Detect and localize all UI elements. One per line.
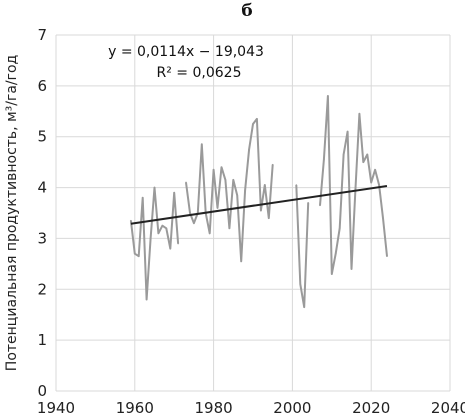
trend-line xyxy=(130,185,388,225)
y-axis-label: Потенциальная продуктивность, м³/га/год xyxy=(4,55,20,371)
chart-title: б xyxy=(241,1,252,21)
trendline-r-squared: R² = 0,0625 xyxy=(157,65,242,81)
series-line-segment xyxy=(185,117,274,263)
x-tick-label: 2020 xyxy=(352,399,390,417)
grid xyxy=(55,34,451,392)
x-tick-labels: 1940 1960 1980 2000 2020 2040 xyxy=(37,399,465,417)
y-tick-label: 3 xyxy=(37,229,47,247)
y-tick-label: 6 xyxy=(37,77,47,95)
x-tick-label: 1980 xyxy=(195,399,233,417)
x-tick-label: 2000 xyxy=(273,399,311,417)
y-tick-label: 0 xyxy=(37,382,47,400)
y-tick-label: 2 xyxy=(37,280,47,298)
y-tick-labels: 0 1 2 3 4 5 6 7 xyxy=(37,26,47,400)
x-tick-label: 2040 xyxy=(431,399,465,417)
x-tick-label: 1960 xyxy=(116,399,154,417)
trendline-equation: y = 0,0114x − 19,043 xyxy=(108,44,264,60)
y-tick-label: 5 xyxy=(37,128,47,146)
series-line-segment xyxy=(295,184,310,309)
trend-layer xyxy=(130,185,388,225)
y-tick-label: 7 xyxy=(37,26,47,44)
series-line-segment xyxy=(129,186,180,301)
series-line-segment xyxy=(319,95,388,275)
series-layer xyxy=(129,95,388,309)
y-tick-label: 1 xyxy=(37,331,47,349)
y-tick-label: 4 xyxy=(37,179,47,197)
x-tick-label: 1940 xyxy=(37,399,75,417)
